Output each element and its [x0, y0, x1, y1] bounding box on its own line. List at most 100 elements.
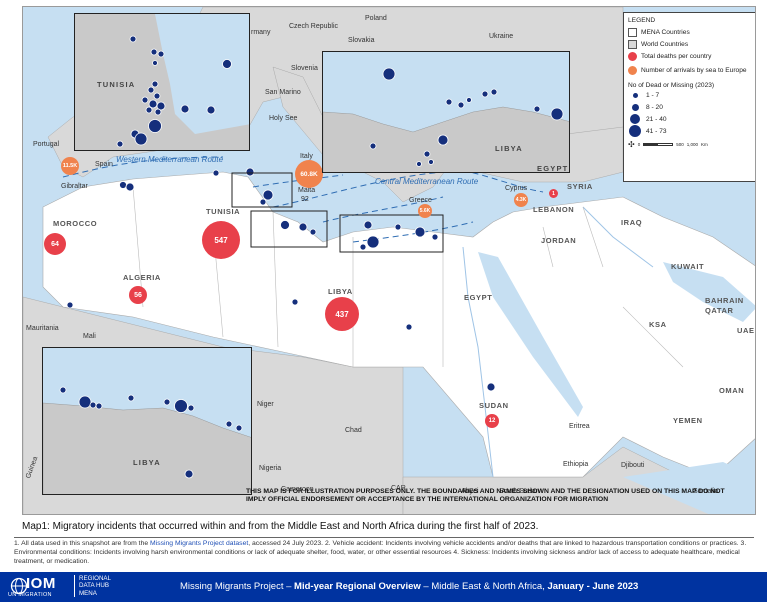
legend-scale: ✣ 0 500 1,000 Km: [628, 140, 751, 149]
legend-size-title: No of Dead or Missing (2023): [628, 82, 715, 89]
label-egypt: EGYPT: [464, 293, 493, 302]
legend-label-mena: MENA Countries: [641, 28, 690, 36]
incident-dot: [95, 402, 103, 410]
incident-dot: [416, 161, 422, 167]
label-greece: Greece: [409, 197, 432, 204]
incident-dot: [148, 119, 162, 133]
label-portugal: Portugal: [33, 141, 60, 148]
label-central-route: Central Mediterranean Route: [375, 177, 479, 186]
incident-dot: [366, 235, 380, 249]
footnote-text-2: , accessed 24 July 2023. 2. Vehicle acci…: [14, 540, 747, 565]
arrivals-badge-italy: 60.8K: [295, 160, 323, 188]
incident-dot: [466, 97, 472, 103]
dataset-link[interactable]: Missing Migrants Project dataset: [150, 540, 249, 547]
incident-dot: [156, 101, 166, 111]
incident-dot: [212, 169, 220, 177]
incident-dot: [141, 96, 149, 104]
deaths-badge-lebanon: 1: [549, 189, 558, 198]
label-mali: Mali: [83, 333, 96, 340]
footer-title-d: January - June 2023: [547, 581, 639, 592]
deaths-badge-sudan: 12: [485, 414, 499, 428]
legend-size-1: 1 - 7: [628, 89, 751, 101]
incident-dot: [127, 394, 135, 402]
incident-dot: [116, 140, 124, 148]
incident-dot: [414, 226, 426, 238]
label-poland: Poland: [365, 15, 387, 22]
deaths-badge-morocco: 64: [44, 233, 66, 255]
incident-dot: [157, 50, 165, 58]
legend-title: LEGEND: [628, 17, 656, 24]
incident-dot: [150, 48, 158, 56]
label-cameroon: Cameroon: [281, 486, 314, 493]
divider: [14, 537, 754, 538]
incident-dot: [152, 60, 158, 66]
label-slovakia: Slovakia: [348, 37, 375, 44]
label-syria: SYRIA: [567, 182, 593, 191]
label-qatar: QATAR: [705, 306, 734, 315]
incident-dot: [145, 106, 153, 114]
incident-dot: [148, 99, 158, 109]
iom-logo: [6, 575, 64, 599]
incident-dot: [180, 104, 190, 114]
incident-dot: [280, 220, 290, 230]
incident-dot: [59, 386, 67, 394]
map-caption: Map1: Migratory incidents that occurred …: [22, 521, 539, 532]
legend-size-4: 41 - 73: [628, 125, 751, 137]
incident-dot: [382, 67, 396, 81]
incident-dot: [437, 134, 449, 146]
label-kuwait: KUWAIT: [671, 262, 705, 271]
incident-dot: [533, 105, 541, 113]
north-arrow-icon: ✣: [628, 140, 635, 149]
mena-swatch-icon: [628, 27, 637, 37]
incident-dot: [262, 189, 274, 201]
label-jordan: JORDAN: [541, 236, 577, 245]
legend: LEGEND MENA Countries World Countries To…: [623, 12, 755, 182]
footer-bar: IOM UN MIGRATION REGIONAL DATA HUB MENA …: [0, 572, 767, 602]
label-south-sudan: South Sudan: [499, 488, 540, 495]
label-gibraltar: Gibraltar: [61, 183, 88, 190]
label-tunisia: TUNISIA: [206, 207, 241, 216]
label-holy-see: Holy See: [269, 115, 298, 122]
iom-logo-text: IOM: [26, 575, 56, 592]
regional-data-hub: REGIONAL DATA HUB MENA: [74, 575, 111, 598]
label-abyei: Abyei: [461, 488, 479, 495]
incident-dot: [78, 395, 92, 409]
footer-title-a: Missing Migrants Project –: [180, 581, 295, 592]
iom-logo-subtext: UN MIGRATION: [8, 592, 52, 598]
hub-line-1: REGIONAL: [79, 575, 111, 582]
label-ukraine: Ukraine: [489, 33, 514, 40]
incident-dot: [119, 181, 127, 189]
incident-dot: [154, 108, 162, 116]
incident-dot: [405, 323, 413, 331]
arrivals-swatch-icon: [628, 65, 637, 75]
legend-size-label: 1 - 7: [646, 91, 660, 99]
inset-libya-bottom: LIBYA: [42, 347, 252, 495]
incident-dot: [153, 92, 161, 100]
map-disclaimer: THIS MAP IS FOR ILLUSTRATION PURPOSES ON…: [246, 488, 725, 504]
incident-dot: [163, 398, 171, 406]
size-dot-icon: [632, 92, 638, 98]
incident-dot: [369, 142, 377, 150]
scale-mid: 500: [676, 142, 684, 147]
incident-dot: [66, 301, 74, 309]
footer-title: Missing Migrants Project – Mid-year Regi…: [180, 581, 638, 592]
incident-dot: [298, 222, 308, 232]
label-slovenia: Slovenia: [291, 65, 318, 72]
label-car: CAR: [391, 485, 406, 492]
incident-dot: [490, 88, 498, 96]
incident-dot: [359, 243, 367, 251]
label-lebanon: LEBANON: [533, 205, 575, 214]
label-bahrain: BAHRAIN: [705, 296, 744, 305]
label-germany: rmany: [251, 29, 271, 36]
legend-row-world: World Countries: [628, 38, 751, 50]
label-sudan: SUDAN: [479, 401, 509, 410]
incident-dot: [445, 98, 453, 106]
legend-row-arrivals: Number of arrivals by sea to Europe: [628, 64, 751, 76]
footer-title-b: Mid-year Regional Overview: [294, 581, 421, 592]
incident-dot: [235, 424, 243, 432]
incident-dot: [423, 150, 431, 158]
deaths-badge-tunisia: 547: [202, 221, 240, 259]
legend-size-2: 8 - 20: [628, 101, 751, 113]
incident-dot: [187, 404, 195, 412]
legend-label-arrivals: Number of arrivals by sea to Europe: [641, 66, 747, 74]
